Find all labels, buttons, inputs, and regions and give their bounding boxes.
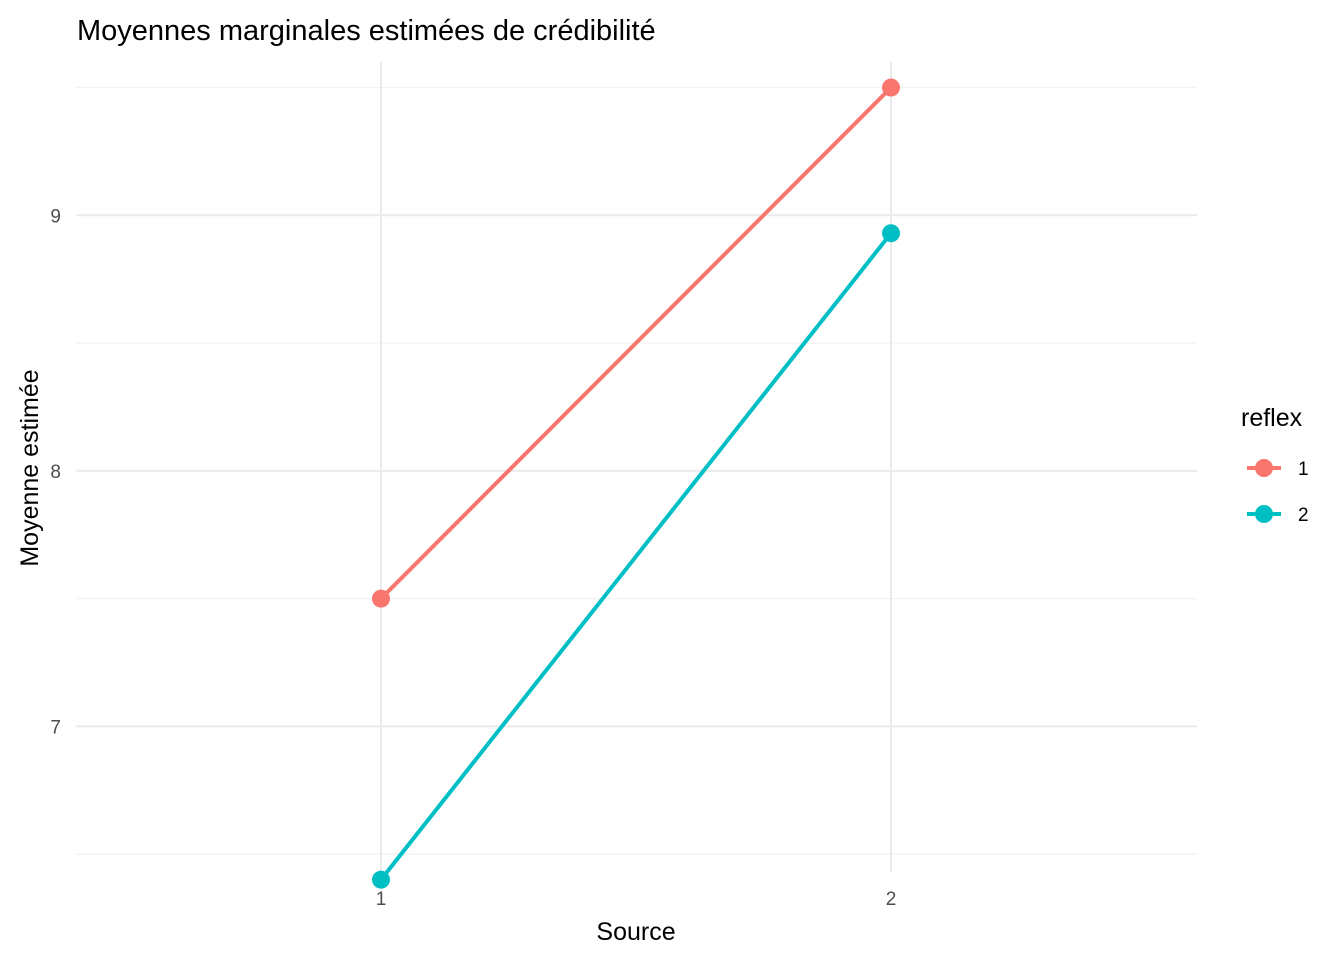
legend-label-1: 1 — [1298, 459, 1309, 480]
data-point-series-1-2 — [882, 78, 900, 97]
x-tick-label: 2 — [886, 889, 897, 910]
legend: reflex 1 2 — [1241, 404, 1309, 526]
series-line-2 — [379, 231, 893, 882]
grid — [76, 62, 1197, 872]
legend-label-2: 2 — [1298, 505, 1309, 526]
chart-title: Moyennes marginales estimées de crédibil… — [77, 15, 656, 47]
x-axis-title: Source — [596, 918, 675, 946]
y-tick-label: 9 — [50, 206, 61, 227]
y-tick-label: 7 — [50, 717, 61, 738]
y-tick-label: 8 — [50, 462, 61, 483]
y-axis-title: Moyenne estimée — [16, 369, 44, 566]
data-point-series-2-2 — [882, 224, 900, 243]
x-tick-label: 1 — [376, 889, 387, 910]
data-point-series-2-1 — [372, 870, 390, 889]
axes: 7 8 9 1 2 — [50, 206, 896, 910]
legend-title: reflex — [1241, 404, 1303, 432]
data-point-series-1-1 — [372, 589, 390, 608]
plot-area — [372, 78, 900, 889]
series-line-1 — [379, 85, 893, 601]
legend-key-point-2 — [1255, 505, 1273, 523]
legend-key-point-1 — [1255, 459, 1273, 477]
